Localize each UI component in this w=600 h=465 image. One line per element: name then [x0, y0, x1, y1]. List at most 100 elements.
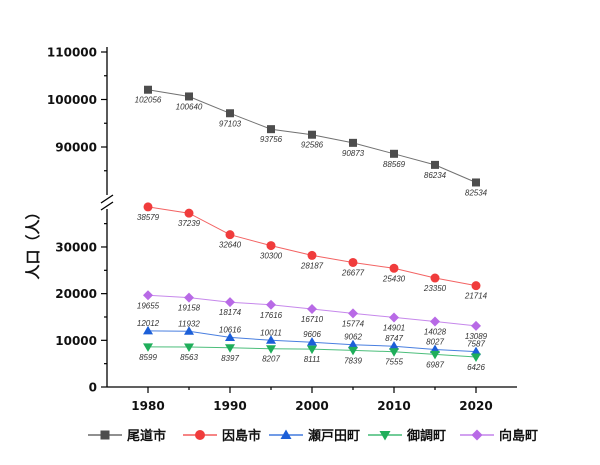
legend: 尾道市 因島市 瀬戸田町 御調町 向島町 — [88, 428, 538, 444]
data-point-marker — [267, 125, 275, 134]
data-label: 30300 — [260, 252, 283, 261]
data-label: 82534 — [465, 188, 488, 197]
data-label: 28187 — [300, 261, 324, 270]
y-axis-label: 人口（人） — [24, 204, 42, 279]
data-label: 26677 — [341, 268, 365, 277]
legend-label: 瀬戸田町 — [308, 428, 360, 444]
data-point-marker — [471, 346, 481, 356]
data-point-marker — [390, 149, 398, 158]
y-tick-label: 0 — [89, 381, 97, 395]
data-label: 7555 — [385, 358, 403, 367]
x-tick-label: 2000 — [295, 399, 328, 413]
data-label: 86234 — [424, 171, 447, 180]
data-point-marker — [143, 202, 153, 212]
legend-item: 瀬戸田町 — [269, 428, 360, 444]
data-point-marker — [471, 353, 481, 363]
y-tick-label: 30000 — [55, 240, 97, 254]
data-point-marker — [225, 344, 235, 353]
data-label: 32640 — [219, 241, 242, 250]
data-label: 19158 — [178, 304, 201, 313]
data-label: 17616 — [260, 311, 283, 320]
data-label: 8747 — [385, 334, 403, 343]
data-point-marker — [389, 312, 399, 323]
legend-item: 御調町 — [368, 428, 446, 444]
data-label: 8207 — [262, 355, 280, 364]
data-label: 8599 — [139, 353, 157, 362]
data-point-marker — [430, 350, 440, 360]
data-label: 7839 — [344, 356, 362, 365]
legend-marker-icon — [280, 429, 292, 439]
data-label: 97103 — [219, 119, 242, 128]
legend-marker-icon — [471, 429, 483, 441]
data-point-marker — [225, 230, 235, 240]
data-point-marker — [389, 263, 399, 273]
data-label: 8397 — [221, 354, 239, 363]
legend-label: 尾道市 — [127, 428, 166, 444]
data-point-marker — [471, 320, 481, 331]
data-label: 14028 — [424, 328, 447, 337]
legend-label: 向島町 — [499, 428, 538, 444]
data-label: 10616 — [219, 325, 242, 334]
data-label: 92586 — [301, 141, 324, 150]
data-point-marker — [348, 346, 358, 356]
legend-item: 尾道市 — [88, 428, 166, 444]
series-layer — [143, 85, 481, 363]
axes: 0 10000 20000 30000 90000 100000 110000 1980 199… — [47, 46, 517, 413]
legend-label: 因島市 — [222, 428, 261, 444]
data-point-marker — [348, 257, 358, 267]
axis-break-mark — [100, 194, 114, 204]
data-point-marker — [225, 297, 235, 308]
data-label: 14901 — [383, 323, 405, 332]
data-label: 8563 — [180, 353, 198, 362]
data-label: 10011 — [260, 328, 282, 337]
legend-marker-icon — [195, 430, 205, 440]
data-point-marker — [184, 326, 194, 335]
data-point-marker — [308, 130, 316, 139]
data-point-marker — [184, 208, 194, 218]
data-label: 102056 — [135, 96, 162, 105]
data-point-marker — [266, 335, 276, 344]
data-point-marker — [389, 341, 399, 350]
data-point-marker — [266, 299, 276, 310]
data-label: 15774 — [342, 319, 365, 328]
data-label: 8027 — [426, 338, 444, 347]
data-label: 38579 — [137, 213, 160, 222]
data-label: 6987 — [426, 360, 444, 369]
data-point-marker — [184, 292, 194, 303]
data-point-marker — [389, 348, 399, 357]
x-tick-label: 1990 — [213, 399, 246, 413]
x-tick-label: 1980 — [131, 399, 164, 413]
y-tick-label: 100000 — [47, 93, 97, 107]
data-label: 21714 — [464, 292, 488, 301]
data-point-marker — [430, 273, 440, 283]
data-label: 9606 — [303, 330, 321, 339]
data-point-marker — [349, 138, 357, 147]
axis-break-mark — [100, 201, 114, 211]
data-point-marker — [348, 308, 358, 319]
data-point-marker — [307, 345, 317, 355]
data-point-marker — [226, 109, 234, 118]
data-point-marker — [348, 339, 358, 349]
data-label: 9062 — [344, 333, 362, 342]
legend-marker-icon — [100, 430, 110, 440]
data-point-marker — [430, 316, 440, 327]
data-label: 19655 — [137, 301, 160, 310]
data-point-marker — [184, 343, 194, 353]
data-point-marker — [307, 304, 317, 315]
x-tick-label: 2020 — [459, 399, 492, 413]
data-point-marker — [143, 325, 153, 335]
data-point-marker — [431, 160, 439, 169]
data-point-marker — [471, 281, 481, 291]
data-label: 25430 — [382, 274, 406, 283]
data-point-marker — [472, 178, 480, 187]
data-point-marker — [185, 92, 193, 101]
x-tick-label: 2010 — [377, 399, 410, 413]
data-label: 90873 — [342, 149, 365, 158]
data-point-marker — [266, 241, 276, 251]
y-tick-label: 20000 — [55, 287, 97, 301]
data-label: 88569 — [383, 160, 406, 169]
data-label: 8111 — [304, 355, 321, 364]
data-point-marker — [143, 290, 153, 301]
data-label: 100640 — [176, 102, 203, 111]
